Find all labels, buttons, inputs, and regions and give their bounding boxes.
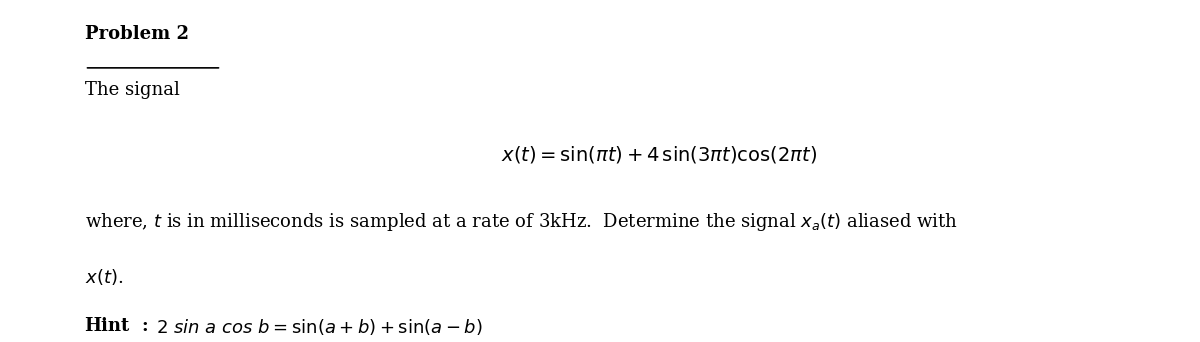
Text: $x(t) = \sin(\pi t) + 4\,\sin(3\pi t)\cos(2\pi t)$: $x(t) = \sin(\pi t) + 4\,\sin(3\pi t)\co… — [500, 144, 817, 165]
Text: :: : — [142, 317, 149, 335]
Text: where, $t$ is in milliseconds is sampled at a rate of 3kHz.  Determine the signa: where, $t$ is in milliseconds is sampled… — [85, 211, 958, 233]
Text: $x(t)$.: $x(t)$. — [85, 267, 122, 287]
Text: Hint: Hint — [85, 317, 130, 335]
Text: Problem 2: Problem 2 — [85, 25, 188, 43]
Text: $2\ \mathit{sin}\ a\ \mathit{cos}\ b = \sin(a+b) + \sin(a-b)$: $2\ \mathit{sin}\ a\ \mathit{cos}\ b = \… — [156, 317, 482, 337]
Text: The signal: The signal — [85, 81, 180, 99]
